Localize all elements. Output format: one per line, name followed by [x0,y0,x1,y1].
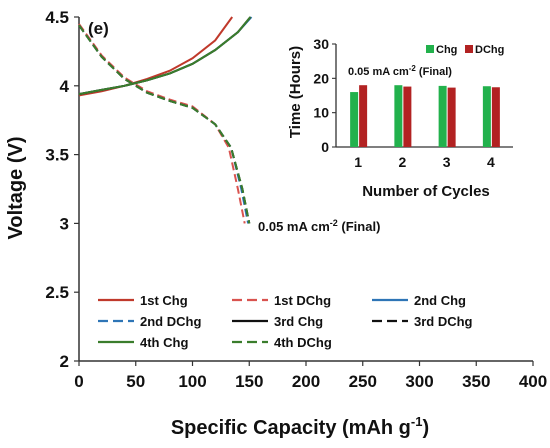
series-4th-dchg [78,24,251,224]
inset-legend-swatch [465,45,473,53]
inset-bar-dchg [359,85,368,147]
inset-bar-dchg [491,87,500,147]
legend-label: 1st DChg [274,293,331,308]
inset-bar-dchg [447,87,456,147]
inset-bar-chg [394,85,403,147]
series-2nd-dchg [78,24,250,224]
inset-y-tick-label: 20 [313,70,329,86]
inset-x-axis-title: Number of Cycles [362,183,490,200]
legend-label: 2nd DChg [140,314,201,329]
inset-x-tick-label: 1 [354,154,362,170]
legend-label: 3rd Chg [274,314,323,329]
inset-y-tick-label: 30 [313,36,329,52]
y-tick-label: 4.5 [45,8,69,27]
x-tick-label: 100 [178,372,206,391]
y-tick-label: 3 [60,214,69,233]
main-annotation: 0.05 mA cm-2 (Final) [258,218,380,234]
inset-legend-label: DChg [475,44,504,56]
inset-y-tick-label: 0 [321,139,329,155]
x-tick-label: 150 [235,372,263,391]
inset-y-tick-label: 10 [313,105,329,121]
series-1st-dchg [78,23,246,224]
series-3rd-dchg [78,24,251,224]
y-axis-title: Voltage (V) [5,137,27,240]
inset-legend: Chg DChg [426,44,504,56]
panel-label: (e) [88,19,109,38]
main-annotation-superscript: -2 [330,218,338,228]
series-1st-chg [78,16,234,97]
x-tick-label: 350 [462,372,490,391]
inset-annotation-text: 0.05 mA cm [348,66,409,78]
inset-y-axis-title: Time (Hours) [287,46,304,138]
inset-bars [350,85,500,147]
legend-label: 3rd DChg [414,314,473,329]
inset-bar-chg [350,92,359,147]
x-tick-label: 400 [519,372,547,391]
legend-label: 2nd Chg [414,293,466,308]
inset-legend-label: Chg [436,44,457,56]
main-legend: 1st Chg 1st DChg 2nd Chg 2nd DChg 3rd Chg 3rd… [98,293,473,350]
inset-bar-dchg [403,86,412,147]
x-axis-title: Specific Capacity (mAh g-1) [171,414,429,439]
legend-label: 4th DChg [274,335,332,350]
inset-legend-swatch [426,45,434,53]
y-tick-label: 3.5 [45,146,69,165]
main-series [78,16,253,224]
inset-x-tick-label: 4 [487,154,495,170]
inset-x-tick-label: 2 [398,154,406,170]
series-4th-chg [78,16,252,96]
inset-annotation: 0.05 mA cm-2 (Final) [348,64,452,78]
y-tick-label: 2.5 [45,283,69,302]
inset-bar-chart: 0 10 20 30 1 2 3 4 0.05 mA cm-2 (Final) Chg DChg… [287,36,513,200]
main-annotation-suffix: (Final) [338,219,381,234]
inset-bar-chg [482,86,491,147]
main-annotation-text: 0.05 mA cm [258,219,330,234]
x-axis-title-end: ) [422,417,429,439]
inset-x-tick-label: 3 [443,154,451,170]
x-tick-label: 200 [292,372,320,391]
x-tick-label: 0 [74,372,83,391]
inset-bar-chg [438,85,447,147]
x-axis-title-text: Specific Capacity (mAh g [171,417,411,439]
legend-label: 4th Chg [140,335,188,350]
inset-annotation-suffix: (Final) [416,66,452,78]
y-tick-label: 2 [60,352,69,371]
x-tick-label: 250 [349,372,377,391]
x-tick-label: 300 [405,372,433,391]
inset-annotation-superscript: -2 [409,64,417,73]
y-tick-label: 4 [60,77,70,96]
legend-label: 1st Chg [140,293,188,308]
x-axis-title-superscript: -1 [411,414,423,429]
x-tick-label: 50 [126,372,145,391]
